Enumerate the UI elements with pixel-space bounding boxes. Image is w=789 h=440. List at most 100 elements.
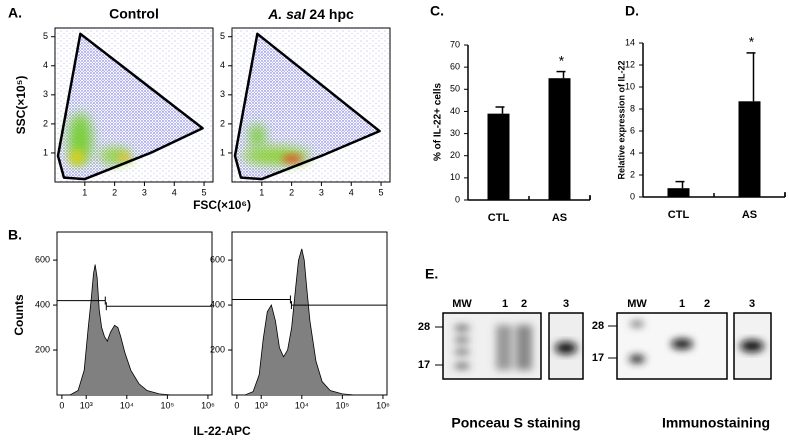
y-tick-label: 60 [450,62,460,72]
y-tick-label: 50 [450,84,460,94]
x-tick-label: 0 [234,400,239,410]
panel-label: D. [625,3,639,19]
y-tick-label: 10 [625,81,635,91]
lane-label: MW [627,298,647,310]
y-tick-label: 5 [43,31,48,41]
chart: D. Relative expression of IL-22 0 2 4 6 8 10 12 1… [616,3,786,221]
y-tick-label: 3 [220,89,225,99]
chart: 0 10³ 10⁴ 10⁵ 10⁶ 200 400 600 [210,231,390,410]
x-tick-label: 10⁴ [120,400,134,410]
y-axis-label: % of IL-22+ cells [433,83,444,162]
size-marker: 17 [418,359,430,371]
y-tick-label: 400 [210,299,225,309]
bar [667,188,690,197]
x-tick-label: 2 [289,187,294,197]
bands [629,321,693,363]
bands [454,325,532,370]
x-axis-label: IL-22-APC [193,424,251,438]
bar [487,113,510,200]
lane-label: 2 [704,298,710,310]
hotspot [282,154,303,163]
y-tick-label: 1 [43,147,48,157]
blots: E. MW 1 2 3 28 17 Ponceau S staining MW … [418,266,772,431]
size-marker: 17 [592,352,604,364]
y-tick-label: 600 [35,254,50,264]
bar [738,101,761,197]
x-tick-label: 3 [142,187,147,197]
annotation: * [559,52,565,68]
lane-label: 3 [563,298,569,310]
annotation: * [749,34,755,50]
gate [233,32,381,181]
x-tick-label: CTL [488,212,510,224]
x-tick-label: 2 [112,187,117,197]
x-axis-label: FSC(×10⁶) [193,198,251,212]
panel-label: E. [425,266,438,282]
x-tick-label: 10⁶ [376,400,390,410]
x-tick-label: 1 [82,187,87,197]
y-tick-label: 30 [450,128,460,138]
y-tick-label: 20 [450,150,460,160]
band [740,340,764,352]
chart: C. % of IL-22+ cells 0 10 20 30 40 50 60 70 CTL AS * [430,3,591,224]
y-tick-label: 5 [220,31,225,41]
y-tick-label: 10 [450,172,460,182]
x-tick-label: 5 [202,187,207,197]
chart-title: A. sal 24 hpc [267,6,354,22]
x-tick-label: 10⁵ [335,400,349,410]
x-tick-label: AS [742,209,757,221]
density [232,28,390,182]
histogram [69,264,172,396]
y-tick-label: 0 [455,194,460,204]
lane-label: 3 [749,298,755,310]
y-tick-label: 4 [43,60,48,70]
x-tick-label: 5 [379,187,384,197]
x-tick-label: 10³ [255,400,268,410]
x-tick-label: 4 [172,187,177,197]
y-axis-label: Relative expression of IL-22 [616,60,626,179]
y-axis-label: SSC(×10⁵) [14,76,28,135]
gate [56,32,204,181]
lane-label: 1 [679,298,685,310]
y-tick-label: 400 [35,299,50,309]
x-tick-label: 10³ [80,400,93,410]
y-tick-label: 200 [35,344,50,354]
y-tick-label: 600 [210,254,225,264]
y-tick-label: 0 [630,191,635,201]
y-axis-label: Counts [12,294,26,336]
lane-label: MW [452,298,472,310]
y-tick-label: 6 [630,125,635,135]
x-tick-label: CTL [668,209,690,221]
size-marker: 28 [592,320,604,332]
hotspot [118,153,131,162]
y-tick-label: 14 [625,37,635,47]
x-tick-label: 3 [319,187,324,197]
caption: Ponceau S staining [451,415,580,431]
x-tick-label: 10⁴ [295,400,309,410]
events-dense [57,33,203,180]
y-tick-label: 8 [630,103,635,113]
y-tick-label: 2 [43,118,48,128]
x-tick-label: 10⁵ [160,400,174,410]
chart: A. sal 24 hpc 1 2 3 4 5 1 2 3 4 5 [220,6,391,197]
caption: Immunostaining [662,415,770,431]
histogram [244,248,355,396]
y-tick-label: 70 [450,39,460,49]
lane-label: 1 [502,298,508,310]
x-tick-label: AS [552,212,567,224]
x-tick-label: 4 [349,187,354,197]
y-tick-label: 40 [450,106,460,116]
x-tick-label: 0 [59,400,64,410]
panel-label: A. [8,5,22,21]
y-tick-label: 4 [220,60,225,70]
bar [548,78,571,200]
hotspot [69,149,86,166]
hotspot [242,146,311,165]
y-tick-label: 4 [630,147,635,157]
size-marker: 28 [418,321,430,333]
x-tick-label: 10⁶ [201,400,215,410]
density [55,28,213,182]
hotspot [249,123,266,148]
y-tick-label: 2 [220,118,225,128]
